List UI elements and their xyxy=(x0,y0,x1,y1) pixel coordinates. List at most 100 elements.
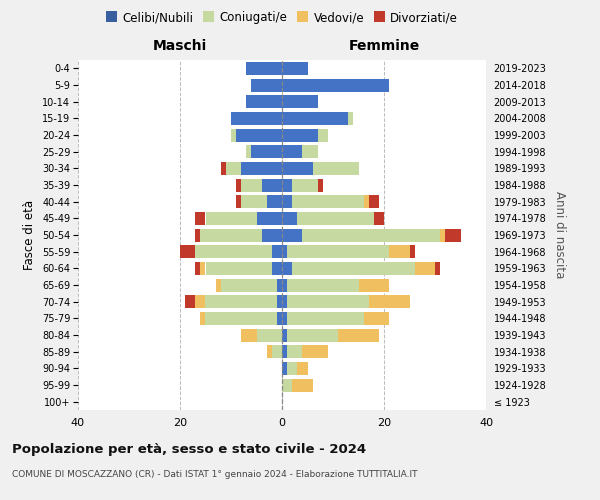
Bar xyxy=(318,178,323,192)
Bar xyxy=(287,278,359,291)
Bar xyxy=(415,262,435,275)
Bar xyxy=(277,278,282,291)
Bar xyxy=(267,195,282,208)
Bar xyxy=(287,328,338,342)
Bar xyxy=(262,228,282,241)
Bar xyxy=(272,345,282,358)
Bar xyxy=(292,262,415,275)
Bar xyxy=(282,328,287,342)
Y-axis label: Anni di nascita: Anni di nascita xyxy=(553,192,566,278)
Bar xyxy=(282,95,318,108)
Bar xyxy=(231,128,236,141)
Bar xyxy=(287,345,302,358)
Bar xyxy=(313,162,359,175)
Bar xyxy=(200,312,206,325)
Bar xyxy=(236,195,241,208)
Bar xyxy=(282,145,302,158)
Bar xyxy=(196,212,206,225)
Bar xyxy=(302,228,440,241)
Bar xyxy=(292,195,364,208)
Bar xyxy=(282,195,292,208)
Bar xyxy=(282,278,287,291)
Text: Femmine: Femmine xyxy=(349,39,419,53)
Bar xyxy=(277,295,282,308)
Bar xyxy=(251,78,282,92)
Text: Maschi: Maschi xyxy=(153,39,207,53)
Legend: Celibi/Nubili, Coniugati/e, Vedovi/e, Divorziati/e: Celibi/Nubili, Coniugati/e, Vedovi/e, Di… xyxy=(101,6,463,29)
Bar xyxy=(302,345,328,358)
Bar xyxy=(359,278,389,291)
Bar xyxy=(282,345,287,358)
Bar xyxy=(236,128,282,141)
Bar xyxy=(282,178,292,192)
Bar xyxy=(257,328,282,342)
Bar xyxy=(272,245,282,258)
Bar xyxy=(369,295,410,308)
Bar xyxy=(247,95,282,108)
Bar xyxy=(282,128,318,141)
Bar xyxy=(241,178,262,192)
Bar xyxy=(247,145,251,158)
Bar xyxy=(318,128,328,141)
Bar xyxy=(185,295,196,308)
Bar xyxy=(247,62,282,75)
Bar xyxy=(180,245,196,258)
Bar xyxy=(292,178,318,192)
Bar xyxy=(364,195,369,208)
Bar xyxy=(292,378,313,392)
Bar xyxy=(251,145,282,158)
Bar xyxy=(206,262,272,275)
Bar xyxy=(349,112,353,125)
Bar xyxy=(267,345,272,358)
Bar xyxy=(282,112,349,125)
Bar xyxy=(374,212,384,225)
Bar xyxy=(200,262,206,275)
Bar xyxy=(221,162,226,175)
Bar xyxy=(282,78,389,92)
Bar xyxy=(196,245,272,258)
Bar xyxy=(282,245,287,258)
Y-axis label: Fasce di età: Fasce di età xyxy=(23,200,37,270)
Bar xyxy=(216,278,221,291)
Bar xyxy=(287,245,389,258)
Bar xyxy=(262,178,282,192)
Bar xyxy=(196,228,200,241)
Bar xyxy=(282,362,287,375)
Bar xyxy=(196,295,206,308)
Bar xyxy=(298,362,308,375)
Bar xyxy=(440,228,445,241)
Bar xyxy=(282,378,292,392)
Bar xyxy=(236,178,241,192)
Bar xyxy=(338,328,379,342)
Bar xyxy=(205,312,277,325)
Bar xyxy=(196,262,200,275)
Bar xyxy=(282,312,287,325)
Bar xyxy=(241,328,257,342)
Bar xyxy=(205,295,277,308)
Text: Popolazione per età, sesso e stato civile - 2024: Popolazione per età, sesso e stato civil… xyxy=(12,442,366,456)
Bar xyxy=(200,228,262,241)
Bar xyxy=(241,162,282,175)
Bar xyxy=(231,112,282,125)
Bar xyxy=(287,295,369,308)
Bar xyxy=(282,162,313,175)
Bar xyxy=(287,312,364,325)
Bar xyxy=(226,162,241,175)
Text: COMUNE DI MOSCAZZANO (CR) - Dati ISTAT 1° gennaio 2024 - Elaborazione TUTTITALIA: COMUNE DI MOSCAZZANO (CR) - Dati ISTAT 1… xyxy=(12,470,418,479)
Bar xyxy=(287,362,298,375)
Bar xyxy=(389,245,410,258)
Bar xyxy=(282,228,302,241)
Bar xyxy=(364,312,389,325)
Bar xyxy=(282,262,292,275)
Bar xyxy=(282,62,308,75)
Bar xyxy=(302,145,318,158)
Bar xyxy=(206,212,257,225)
Bar xyxy=(241,195,267,208)
Bar xyxy=(272,262,282,275)
Bar xyxy=(282,295,287,308)
Bar xyxy=(410,245,415,258)
Bar xyxy=(298,212,374,225)
Bar xyxy=(257,212,282,225)
Bar xyxy=(369,195,379,208)
Bar xyxy=(277,312,282,325)
